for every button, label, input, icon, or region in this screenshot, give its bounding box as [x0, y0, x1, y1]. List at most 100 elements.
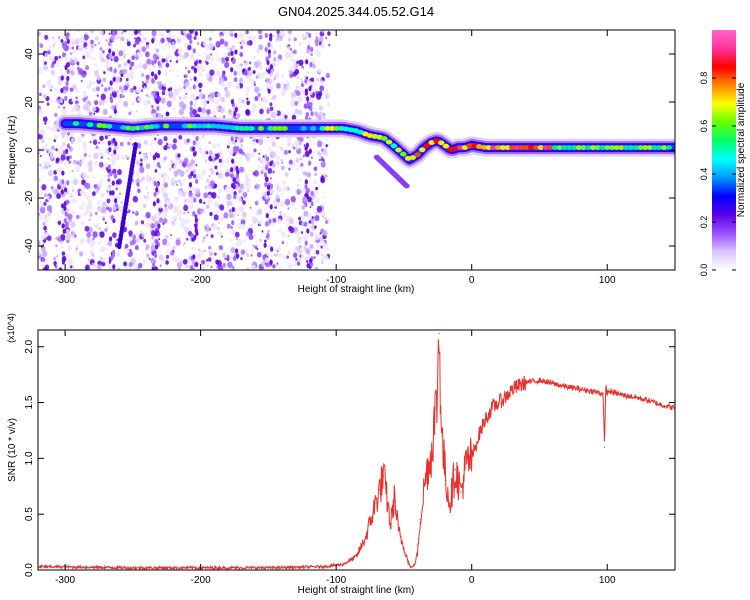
spectrogram-cell [210, 234, 214, 239]
spectrogram-cell [237, 239, 243, 246]
spectrogram-cell [46, 120, 50, 124]
spectrogram-cell [162, 178, 167, 184]
spectrogram-cell [157, 223, 161, 229]
spectrogram-cell [151, 38, 155, 44]
spectrogram-cell [84, 225, 90, 232]
spectrogram-cell [117, 242, 122, 250]
spectrogram-cell [213, 153, 219, 160]
spectrogram-cell [41, 257, 46, 262]
spectrogram-cell [300, 189, 305, 194]
spectrogram-cell [113, 173, 118, 179]
snr-x-axis: -300 -200 -100 0 100 [55, 330, 616, 586]
spectrogram-cell [310, 46, 314, 53]
spectrogram-cell [225, 185, 231, 193]
spectrogram-cell [164, 114, 166, 117]
spectrogram-cell [63, 163, 67, 167]
spectrogram-ridge-peak [153, 123, 160, 129]
spectrogram-cell [267, 53, 272, 59]
spectrogram-cell [304, 75, 307, 78]
spectrogram-cell [230, 173, 234, 179]
spectrogram-cell [234, 49, 238, 55]
spectrogram-cell [269, 161, 273, 167]
spectrogram-ridge-peak [86, 122, 94, 128]
spectrogram-cell [88, 111, 93, 117]
spectrogram-cell [308, 86, 312, 92]
spectrogram-cell [165, 254, 170, 259]
spectrogram-cell [251, 141, 255, 146]
spectrogram-cell [300, 214, 305, 220]
spectrogram-cell [103, 151, 106, 154]
spectrogram-ridge-peak [637, 145, 644, 151]
spectrogram-cell [129, 137, 132, 141]
spectrogram-cell [309, 258, 313, 264]
spectrogram-ridge-peak [518, 145, 526, 151]
spectrogram-cell [95, 86, 100, 92]
spectrogram-cell [266, 190, 270, 196]
spectrogram-cell [113, 68, 117, 74]
spectrogram-cell [226, 254, 230, 259]
spectrogram-cell [87, 161, 93, 168]
spectrogram-cell [188, 182, 193, 188]
spectrogram-cell [108, 184, 111, 188]
spectrogram-cell [74, 49, 78, 54]
spectrogram-cell [187, 44, 192, 51]
spectrogram-ridge-peak [139, 125, 146, 130]
spectrogram-cell [44, 52, 49, 58]
spectrogram-cell [188, 30, 195, 34]
spectrogram-ridge-peak [660, 145, 668, 151]
snr-point [342, 563, 344, 566]
spectrogram-cell [289, 179, 292, 183]
spectrogram-cell [302, 171, 306, 176]
spectrogram-ridge-peak [101, 123, 108, 129]
spectrogram-cell [179, 259, 184, 265]
snr-scale-note: (x10^4) [6, 313, 16, 343]
spectrogram-ridge-peak [433, 138, 440, 144]
spectrogram-cell [127, 202, 132, 207]
spectrogram-cell [38, 240, 41, 246]
spectrogram-cell [322, 148, 328, 155]
spectrogram-cell [135, 171, 140, 177]
snr-point [477, 435, 480, 437]
spectrogram-cell [296, 261, 301, 266]
spectrogram-cell [270, 177, 272, 180]
snr-point [403, 547, 405, 549]
spectrogram-cell [259, 86, 263, 91]
snr-point [445, 480, 447, 482]
spectrogram-ridge-peak [234, 125, 241, 131]
spectrogram-cell [282, 213, 287, 218]
spectrogram-cell [137, 86, 142, 93]
spectrogram-cell [297, 109, 303, 116]
spectrogram-cell [266, 232, 270, 239]
spectrogram-cell [262, 155, 265, 158]
snr-y-tick-label: 2.0 [24, 339, 35, 353]
spectrogram-cell [70, 50, 75, 55]
spectrogram-cell [228, 108, 232, 113]
spectrogram-cell [286, 80, 289, 83]
spectrogram-cell [42, 84, 46, 89]
spectrogram-cell [160, 173, 165, 178]
spectrogram-cell [257, 164, 261, 168]
spectrogram-cell [97, 241, 101, 245]
snr-x-tick-label: -200 [191, 575, 211, 586]
spectrogram-cell [56, 255, 59, 258]
spectrogram-cell [61, 170, 65, 176]
spectrogram-cell [162, 257, 166, 262]
spectrogram-cell [114, 198, 118, 204]
spectrogram-cell [303, 210, 309, 217]
spectrogram-cell [314, 215, 320, 222]
spectrogram-cell [186, 33, 192, 40]
spectrogram-cell [194, 214, 198, 218]
spectrogram-cell [154, 74, 158, 80]
spectrogram-cell [39, 43, 44, 48]
spectrogram-cell [193, 173, 197, 179]
spectrogram-cell [208, 81, 211, 84]
spectrogram-cell [187, 69, 191, 74]
spectrogram-cell [267, 68, 271, 74]
spectrogram-y-tick-label: -20 [24, 190, 35, 205]
spectrogram-cell [115, 32, 122, 39]
spectrogram-cell [221, 81, 226, 87]
spectrogram-cell [104, 62, 110, 69]
spectrogram-cell [320, 43, 325, 49]
spectrogram-ridge-peak [162, 123, 170, 129]
spectrogram-cell [272, 217, 277, 223]
